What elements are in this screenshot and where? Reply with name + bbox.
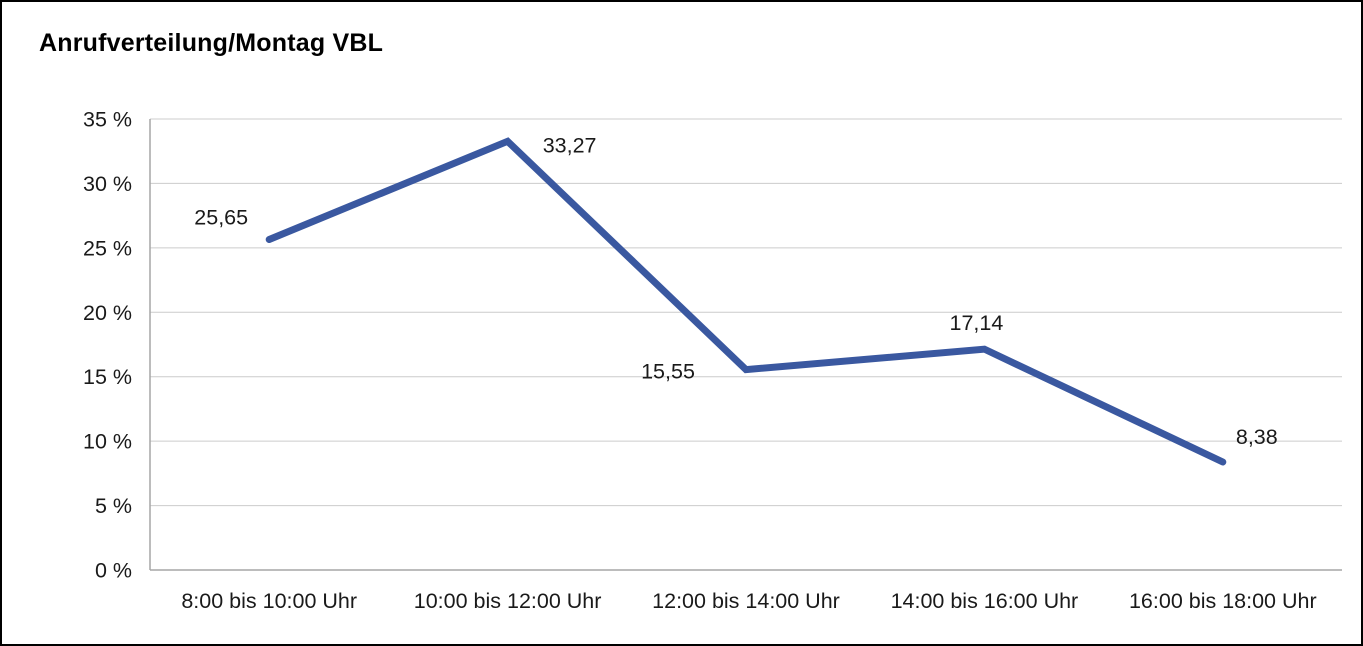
- x-axis-label: 16:00 bis 18:00 Uhr: [1129, 589, 1317, 613]
- y-axis-label: 0 %: [95, 559, 132, 583]
- data-point-label: 15,55: [641, 360, 695, 384]
- y-axis-label: 20 %: [83, 301, 132, 325]
- y-axis-label: 5 %: [95, 494, 132, 518]
- data-series-line: [265, 137, 1227, 466]
- y-axis-label: 30 %: [83, 172, 132, 196]
- x-axis-label: 8:00 bis 10:00 Uhr: [181, 589, 357, 613]
- x-axis-label: 14:00 bis 16:00 Uhr: [891, 589, 1079, 613]
- data-point-label: 25,65: [194, 205, 248, 229]
- x-axis-label: 12:00 bis 14:00 Uhr: [652, 589, 840, 613]
- y-axis-label: 10 %: [83, 430, 132, 454]
- chart-title: Anrufverteilung/Montag VBL: [39, 29, 384, 57]
- x-axis-label: 10:00 bis 12:00 Uhr: [414, 589, 602, 613]
- y-axis-label: 35 %: [83, 108, 132, 132]
- data-point-label: 33,27: [543, 133, 597, 157]
- data-point-label: 8,38: [1236, 425, 1278, 449]
- y-axis-label: 15 %: [83, 365, 132, 389]
- data-point-label: 17,14: [949, 311, 1003, 335]
- y-axis-label: 25 %: [83, 236, 132, 260]
